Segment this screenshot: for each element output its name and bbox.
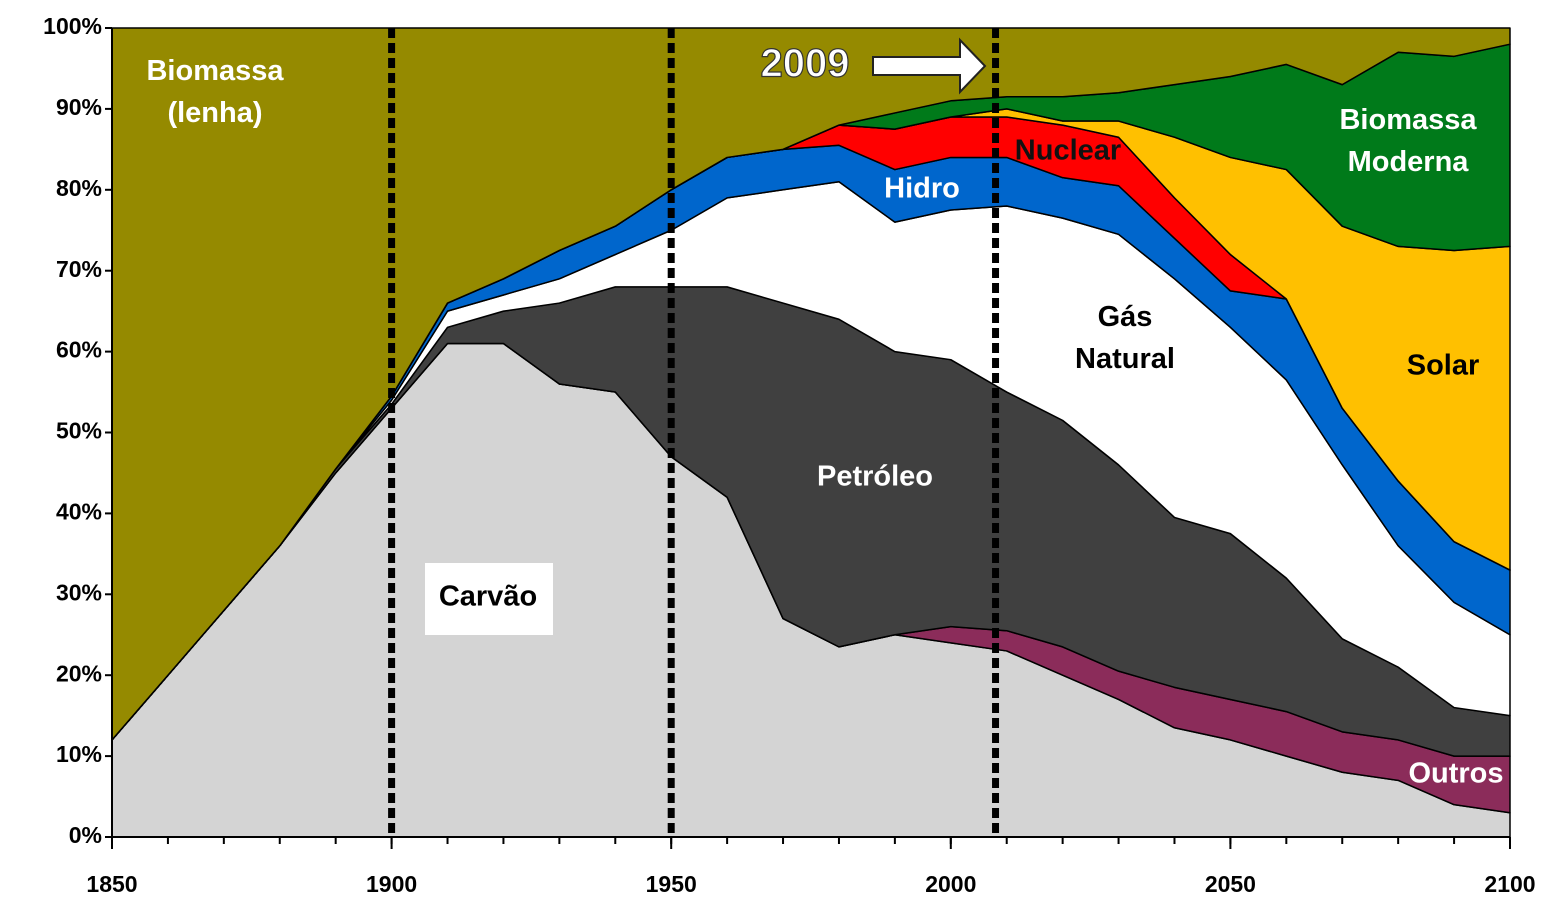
y-tick-label: 60% bbox=[56, 337, 102, 363]
series-label: Outros bbox=[1408, 758, 1503, 790]
overlay: 0% 10% 20% 30% 40% 50% 60% 70% 80% 90% 100% 1850 190… bbox=[43, 13, 1535, 897]
x-tick-label: 2050 bbox=[1205, 871, 1256, 897]
y-tick-label: 70% bbox=[56, 256, 102, 282]
y-tick-label: 0% bbox=[69, 822, 102, 848]
area bbox=[111, 27, 1511, 741]
series-label: Biomassa (lenha) bbox=[146, 55, 284, 129]
y-tick-label: 80% bbox=[56, 175, 102, 201]
areas bbox=[111, 27, 1511, 838]
annotation-arrow: 2009 bbox=[760, 37, 987, 95]
y-tick-label: 40% bbox=[56, 498, 102, 524]
x-tick-label: 1900 bbox=[366, 871, 417, 897]
x-tick-label: 1950 bbox=[646, 871, 697, 897]
series-label: Solar bbox=[1407, 350, 1480, 382]
y-tick-label: 50% bbox=[56, 418, 102, 444]
annotation: 2009 bbox=[761, 42, 850, 86]
y-tick-label: 20% bbox=[56, 660, 102, 686]
series-label: Hidro bbox=[884, 173, 960, 205]
y-tick-label: 10% bbox=[56, 741, 102, 767]
series-label: Carvão bbox=[439, 581, 537, 613]
series-label: Nuclear bbox=[1015, 135, 1121, 167]
series-label: Gás Natural bbox=[1075, 301, 1175, 375]
label-box bbox=[425, 563, 553, 635]
y-tick-label: 100% bbox=[43, 13, 102, 39]
arrow bbox=[872, 37, 987, 95]
series-label: Biomassa Moderna bbox=[1339, 104, 1477, 178]
y-tick-label: 90% bbox=[56, 94, 102, 120]
x-tick-label: 2000 bbox=[925, 871, 976, 897]
x-tick-label: 2100 bbox=[1484, 871, 1535, 897]
y-tick-label: 30% bbox=[56, 579, 102, 605]
x-tick-label: 1850 bbox=[86, 871, 137, 897]
series-label: Petróleo bbox=[817, 461, 933, 493]
